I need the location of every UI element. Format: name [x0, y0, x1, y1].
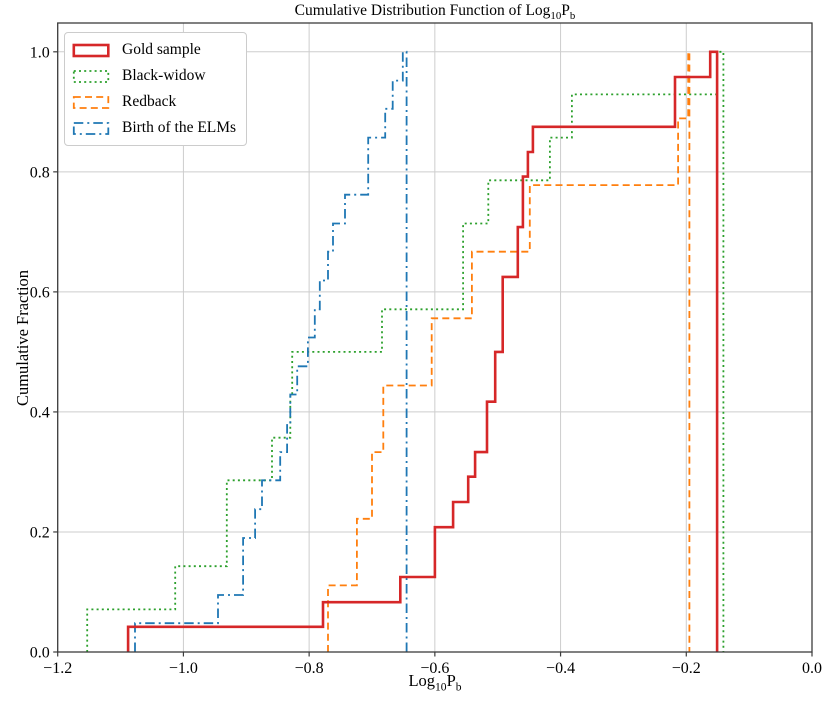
x-axis-label-p: P	[446, 671, 456, 690]
series-black-widow	[86, 50, 725, 652]
series-gold-sample	[126, 50, 719, 652]
legend-item-black-widow: Black-widow	[72, 63, 236, 89]
x-tick-label: −0.8	[295, 660, 324, 677]
legend-swatch-rect	[72, 43, 110, 57]
x-axis-label: Log10Pb	[58, 671, 812, 693]
x-tick-label: −0.4	[546, 660, 575, 677]
y-tick-label: 0.6	[30, 284, 50, 301]
legend-label: Black-widow	[122, 67, 206, 84]
y-axis-label: Cumulative Fraction	[13, 269, 32, 407]
legend-item-redback: Redback	[72, 89, 236, 115]
y-tick-label: 0.2	[30, 524, 50, 541]
chart-title-subb: b	[569, 10, 576, 23]
legend-label: Birth of the ELMs	[122, 119, 237, 136]
series-redback	[327, 50, 691, 652]
legend-swatch	[72, 95, 110, 109]
legend-swatch-rect	[72, 95, 110, 109]
x-tick-label: −0.6	[420, 660, 449, 677]
y-tick-label: 0.4	[30, 404, 50, 421]
chart-title: Cumulative Distribution Function of Log1…	[58, 2, 812, 22]
x-tick-label: 0.0	[802, 660, 822, 677]
y-tick-label: 0.8	[30, 164, 50, 181]
legend-swatch	[72, 121, 110, 135]
legend-item-birth-of-the-elms: Birth of the ELMs	[72, 115, 236, 141]
legend-label: Redback	[122, 93, 177, 110]
x-tick-label: −0.2	[672, 660, 701, 677]
x-axis-label-sub10: 10	[435, 681, 447, 694]
legend: Gold sample Black-widow Redback Birth of th…	[64, 32, 248, 146]
chart-title-text: Cumulative Distribution Function of Log	[294, 2, 551, 19]
x-tick-label: −1.0	[169, 660, 198, 677]
chart-title-sub10: 10	[550, 10, 562, 23]
legend-label: Gold sample	[122, 41, 201, 58]
legend-swatch-rect	[72, 69, 110, 83]
legend-swatch	[72, 69, 110, 83]
legend-item-gold-sample: Gold sample	[72, 37, 236, 63]
legend-swatch-rect	[72, 121, 110, 135]
y-tick-label: 0.0	[30, 645, 50, 662]
x-axis-label-text: Log	[408, 671, 436, 690]
series-birth-of-the-elms	[134, 50, 408, 652]
legend-swatch	[72, 43, 110, 57]
x-axis-label-subb: b	[455, 681, 462, 694]
chart-title-p: P	[561, 2, 570, 19]
x-tick-label: −1.2	[43, 660, 72, 677]
y-tick-label: 1.0	[30, 44, 50, 61]
